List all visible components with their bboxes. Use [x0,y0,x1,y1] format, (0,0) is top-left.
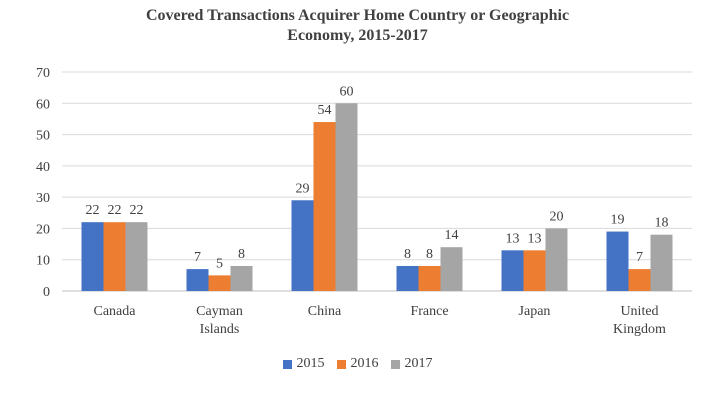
x-tick-label-line: Kingdom [613,322,666,337]
legend-item-2017: 2017 [390,356,433,372]
data-label-2015: 7 [194,250,201,265]
bar-2015 [81,222,104,291]
data-label-2016: 54 [318,103,332,118]
legend-label: 2015 [296,356,325,371]
y-tick-label: 10 [36,254,50,269]
y-tick-label: 30 [36,191,50,206]
x-tick-label: Cayman Islands [196,304,243,337]
data-label-2017: 22 [130,203,144,218]
y-tick-label: 60 [36,97,50,112]
bar-2015 [606,231,629,291]
x-tick-label: France [410,304,448,319]
bar-2017 [545,228,568,291]
bar-2017 [440,247,463,291]
data-label-2015: 29 [296,181,310,196]
data-label-2016: 13 [528,231,542,246]
bar-2015 [501,250,524,291]
legend-label: 2017 [404,356,433,371]
legend-swatch [336,359,346,369]
bar-2017 [230,265,253,291]
chart-title: Covered Transactions Acquirer Home Count… [0,6,715,46]
x-tick-label: China [308,304,342,319]
bar-2015 [291,200,314,291]
data-label-2016: 22 [108,203,122,218]
data-label-2017: 14 [445,228,459,243]
legend-swatch [390,359,400,369]
bar-2016 [523,250,546,291]
y-tick-label: 0 [43,285,50,300]
x-tick-label-line: Cayman [196,304,243,319]
data-label-2017: 20 [550,209,564,224]
chart-legend: 2015 2016 2017 [0,356,715,374]
x-tick-label-line: Canada [94,304,137,319]
bar-2017 [650,234,673,291]
y-tick-label: 70 [36,66,50,81]
chart-title-line-1: Covered Transactions Acquirer Home Count… [145,7,570,24]
bar-2016 [418,265,441,291]
bar-2016 [313,122,336,291]
chart-title-line-2: Economy, 2015-2017 [287,27,428,44]
data-label-2015: 8 [404,247,411,262]
legend-item-2016: 2016 [336,356,379,372]
y-tick-label: 20 [36,222,50,237]
x-tick-label-line: United [620,304,658,319]
legend-item-2015: 2015 [282,356,325,372]
data-label-2015: 13 [506,231,520,246]
x-tick-label-line: France [410,304,448,319]
legend-swatch [282,359,292,369]
bar-2016 [103,222,126,291]
bar-2016 [208,275,231,291]
data-label-2016: 7 [636,250,643,265]
bar-2015 [186,269,209,291]
x-tick-label: Japan [519,304,551,319]
y-tick-label: 40 [36,160,50,175]
data-label-2015: 22 [86,203,100,218]
x-tick-label: Canada [94,304,137,319]
x-tick-label-line: Japan [519,304,551,319]
bar-2016 [628,269,651,291]
x-tick-label-line: China [308,304,342,319]
bar-2015 [396,265,419,291]
data-label-2017: 8 [238,247,245,262]
x-tick-label-line: Islands [200,322,240,337]
x-tick-label: United Kingdom [613,304,666,337]
data-label-2017: 18 [655,216,669,231]
y-tick-label: 50 [36,129,50,144]
bar-2017 [125,222,148,291]
bar-2017 [335,103,358,292]
data-label-2016: 8 [426,247,433,262]
data-label-2016: 5 [216,256,223,271]
legend-label: 2016 [350,356,379,371]
data-label-2017: 60 [340,84,354,99]
data-label-2015: 19 [611,213,625,228]
